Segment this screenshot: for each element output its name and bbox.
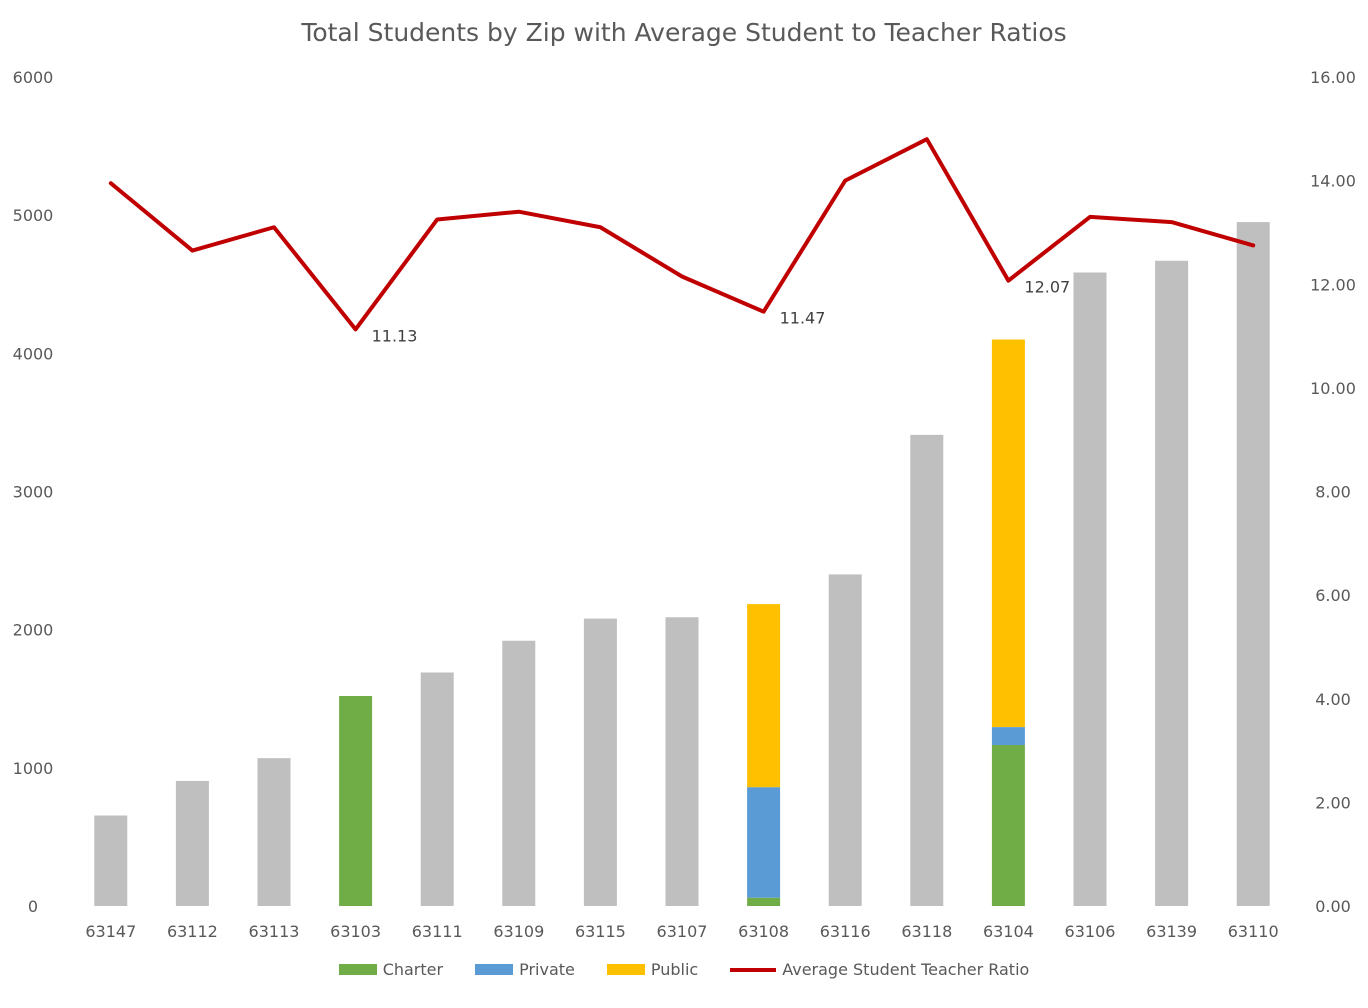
- bar-total: [1073, 272, 1107, 906]
- x-axis-tick-label: 63107: [657, 922, 708, 941]
- bar-total: [665, 617, 699, 906]
- bar-total: [583, 618, 617, 906]
- ratio-point: [1171, 221, 1173, 223]
- ratio-point: [191, 250, 193, 252]
- ratio-point: [926, 138, 928, 140]
- x-axis-tick-label: 63118: [901, 922, 952, 941]
- right-axis-tick-label: 14.00: [1310, 172, 1356, 191]
- bar-segment-charter: [747, 897, 781, 906]
- legend: Charter Private Public Average Student Teac…: [0, 960, 1368, 979]
- ratio-point: [1252, 244, 1254, 246]
- ratio-point: [110, 182, 112, 184]
- legend-swatch: [475, 964, 514, 975]
- bar-segment-charter: [339, 695, 373, 906]
- x-axis-tick-label: 63108: [738, 922, 789, 941]
- bar-total: [420, 672, 454, 906]
- bar-segment-public: [991, 339, 1025, 728]
- x-axis-tick-label: 63104: [983, 922, 1034, 941]
- legend-swatch: [606, 964, 645, 975]
- x-axis-tick-label: 63115: [575, 922, 626, 941]
- legend-item: Charter: [338, 960, 444, 979]
- x-axis-tick-label: 63147: [85, 922, 136, 941]
- ratio-point: [763, 311, 765, 313]
- legend-swatch: [730, 967, 777, 972]
- bar-total: [828, 574, 862, 906]
- legend-label: Private: [519, 960, 575, 979]
- left-axis-tick-label: 5000: [13, 206, 54, 225]
- left-axis-tick-label: 6000: [13, 68, 54, 87]
- bar-total: [910, 434, 944, 906]
- bar-segment-charter: [991, 745, 1025, 906]
- legend-item: Average Student Teacher Ratio: [730, 960, 1029, 979]
- bar-total: [1155, 260, 1189, 906]
- x-axis-tick-label: 63109: [493, 922, 544, 941]
- ratio-point: [599, 226, 601, 228]
- bar-segment-private: [991, 727, 1025, 746]
- ratio-point: [436, 218, 438, 220]
- bar-segment-private: [747, 787, 781, 898]
- legend-label: Charter: [382, 960, 444, 979]
- x-axis-tick-label: 63110: [1228, 922, 1279, 941]
- left-axis-tick-label: 3000: [13, 483, 54, 502]
- right-axis-tick-label: 0.00: [1315, 897, 1351, 916]
- bar-total: [502, 640, 536, 906]
- left-axis-tick-label: 2000: [13, 621, 54, 640]
- x-axis-tick-label: 63139: [1146, 922, 1197, 941]
- right-axis-tick-label: 2.00: [1315, 793, 1351, 812]
- legend-item: Private: [475, 960, 575, 979]
- right-axis-tick-label: 12.00: [1310, 275, 1356, 294]
- ratio-point: [844, 180, 846, 182]
- ratio-data-label: 11.13: [372, 326, 418, 345]
- left-axis-tick-label: 0: [28, 897, 38, 916]
- ratio-point: [273, 226, 275, 228]
- x-axis-tick-label: 63116: [820, 922, 871, 941]
- bar-total: [175, 780, 209, 906]
- ratio-point: [355, 328, 357, 330]
- ratio-data-label: 11.47: [780, 309, 826, 328]
- ratio-point: [1007, 280, 1009, 282]
- legend-swatch: [338, 964, 377, 975]
- left-axis-tick-label: 1000: [13, 759, 54, 778]
- legend-label: Public: [650, 960, 699, 979]
- bar-total: [94, 815, 128, 906]
- left-axis-tick-label: 4000: [13, 344, 54, 363]
- right-axis-tick-label: 16.00: [1310, 68, 1356, 87]
- bar-total: [257, 758, 291, 906]
- x-axis-tick-label: 63103: [330, 922, 381, 941]
- right-axis-tick-label: 10.00: [1310, 379, 1356, 398]
- x-axis-tick-label: 63112: [167, 922, 218, 941]
- ratio-point: [1089, 216, 1091, 218]
- ratio-point: [681, 275, 683, 277]
- x-axis-tick-label: 63111: [412, 922, 463, 941]
- bar-total: [1236, 222, 1270, 906]
- x-axis-tick-label: 63113: [249, 922, 300, 941]
- legend-label: Average Student Teacher Ratio: [782, 960, 1030, 979]
- right-axis-tick-label: 4.00: [1315, 690, 1351, 709]
- legend-item: Public: [606, 960, 699, 979]
- right-axis-tick-label: 8.00: [1315, 483, 1351, 502]
- ratio-point: [518, 211, 520, 213]
- right-axis-tick-label: 6.00: [1315, 586, 1351, 605]
- x-axis-tick-label: 63106: [1065, 922, 1116, 941]
- ratio-data-label: 12.07: [1024, 278, 1070, 297]
- chart-title: Total Students by Zip with Average Stude…: [301, 18, 1067, 47]
- bar-segment-public: [747, 604, 781, 788]
